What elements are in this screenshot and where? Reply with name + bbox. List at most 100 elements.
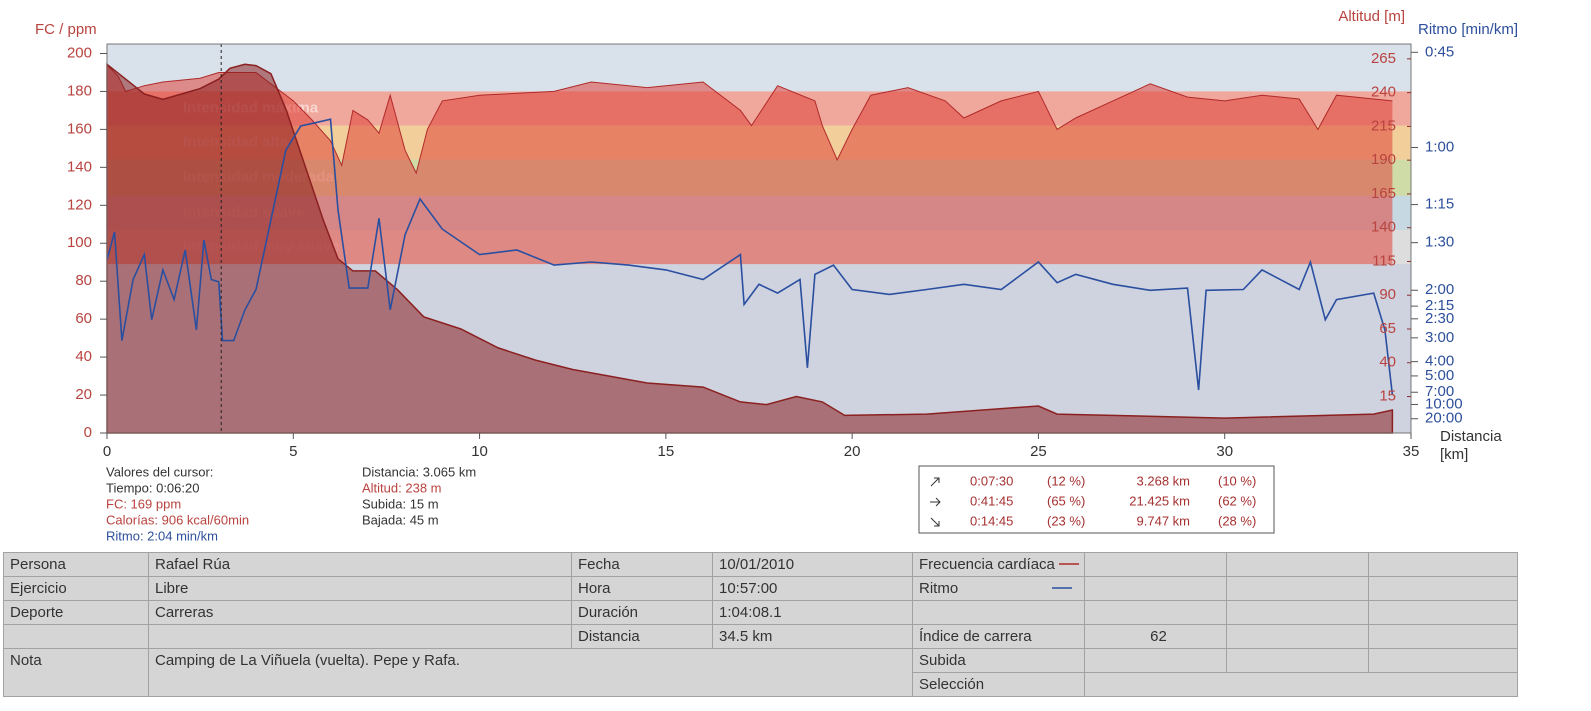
x-tick-label: 10 [471,443,488,460]
x-tick-label: 20 [844,443,861,460]
y-tick-label: 180 [67,82,92,99]
cell [1368,576,1518,601]
cursor-descent: Bajada: 45 m [362,512,439,527]
cell: Persona [3,552,149,577]
cell: Nota [3,648,149,697]
slope-value: 0:41:45 [970,493,1013,508]
x-tick-label: 0 [103,443,111,460]
y-tick-label: 100 [67,234,92,251]
slope-value: 9.747 km [1137,513,1190,528]
cursor-hr: FC: 169 ppm [106,496,181,511]
y3-tick-label: 165 [1371,185,1396,202]
y2-tick-label: 20:00 [1425,410,1463,427]
legend-label: Frecuencia cardíaca [919,556,1055,573]
y-tick-label: 200 [67,44,92,61]
cell: 10/01/2010 [712,552,913,577]
cell: Carreras [148,600,572,625]
cell: 62 [1084,624,1227,649]
y-tick-label: 40 [75,348,92,365]
y3-tick-label: 40 [1379,354,1396,371]
slope-value: 3.268 km [1137,473,1190,488]
legend-cell: Frecuencia cardíaca [912,552,1085,577]
y-tick-label: 160 [67,120,92,137]
y3-tick-label: 65 [1379,320,1396,337]
legend-swatch [1058,563,1079,565]
y3-tick-label: 190 [1371,151,1396,168]
slope-value: (28 %) [1218,513,1256,528]
x-tick-label: 30 [1216,443,1233,460]
plot: Intensidad máximaIntensidad altaIntensid… [67,43,1463,460]
cursor-title: Valores del cursor: [106,464,213,479]
y3-tick-label: 265 [1371,50,1396,67]
cell: Deporte [3,600,149,625]
plot-upper-band [107,44,1411,92]
cell: Camping de La Viñuela (vuelta). Pepe y R… [148,648,913,697]
cursor-ascent: Subida: 15 m [362,496,439,511]
slope-value: 21.425 km [1129,493,1190,508]
cell: 10:57:00 [712,576,913,601]
y2-tick-label: 10:00 [1425,395,1463,412]
cell: Libre [148,576,572,601]
y2-tick-label: 4:00 [1425,353,1454,370]
cell [1084,648,1227,673]
cell: 1:04:08.1 [712,600,913,625]
cell: Hora [571,576,713,601]
line [106,118,1394,396]
y-axis-label: FC / ppm [35,21,97,38]
cell [1084,672,1518,697]
hr-zone-fill [107,64,1393,265]
y2-tick-label: 2:15 [1425,297,1454,314]
y-tick-label: 120 [67,196,92,213]
info-table: Persona Rafael Rúa Fecha 10/01/2010 Frecuen… [3,552,1518,697]
y-tick-label: 140 [67,158,92,175]
slopes-box [918,465,1275,534]
slope-value: (62 %) [1218,493,1256,508]
cell: Distancia [571,624,713,649]
arrow-flat [930,497,941,507]
slopes-frame [918,465,1275,534]
cell [912,600,1085,625]
cell: 34.5 km [712,624,913,649]
cell [1226,600,1369,625]
y2-tick-label: 2:00 [1425,281,1454,298]
area [106,62,1394,434]
slope-value: (10 %) [1218,473,1256,488]
cell [1368,648,1518,673]
cell: Duración [571,600,713,625]
plot-frame [106,43,1412,434]
y2-tick-label: 1:30 [1425,234,1454,251]
cell [1084,552,1227,577]
cell [1368,624,1518,649]
x-tick-label: 35 [1403,443,1420,460]
cursor-distance: Distancia: 3.065 km [362,464,476,479]
y3-tick-label: 15 [1379,388,1396,405]
cursor-pace: Ritmo: 2:04 min/km [106,528,218,543]
cell [1226,648,1369,673]
slope-value: (23 %) [1047,513,1085,528]
cell [3,624,149,649]
cell: Selección [912,672,1085,697]
legend-label: Ritmo [919,580,959,597]
arrow-up [930,477,940,487]
cursor-calories: Calorías: 906 kcal/60min [106,512,249,527]
cell: Subida [912,648,1085,673]
cell: Índice de carrera [912,624,1085,649]
x-tick-label: 25 [1030,443,1047,460]
slope-value: 0:07:30 [970,473,1013,488]
cell [1226,624,1369,649]
cell [1084,600,1227,625]
slope-value: 0:14:45 [970,513,1013,528]
cursor-values: Valores del cursor: Tiempo: 0:06:20 FC: … [106,464,476,543]
y3-tick-label: 215 [1371,117,1396,134]
y3-axis-label: Altitud [m] [1338,8,1405,25]
cursor-altitude: Altitud: 238 m [362,480,442,495]
y2-tick-label: 5:00 [1425,367,1454,384]
y3-tick-label: 140 [1371,219,1396,236]
y2-tick-label: 1:00 [1425,138,1454,155]
cell [1226,576,1369,601]
y-tick-label: 0 [84,424,92,441]
cell [1226,552,1369,577]
cell [1368,552,1518,577]
chart: Intensidad máximaIntensidad altaIntensid… [35,8,1518,543]
slope-value: (12 %) [1047,473,1085,488]
